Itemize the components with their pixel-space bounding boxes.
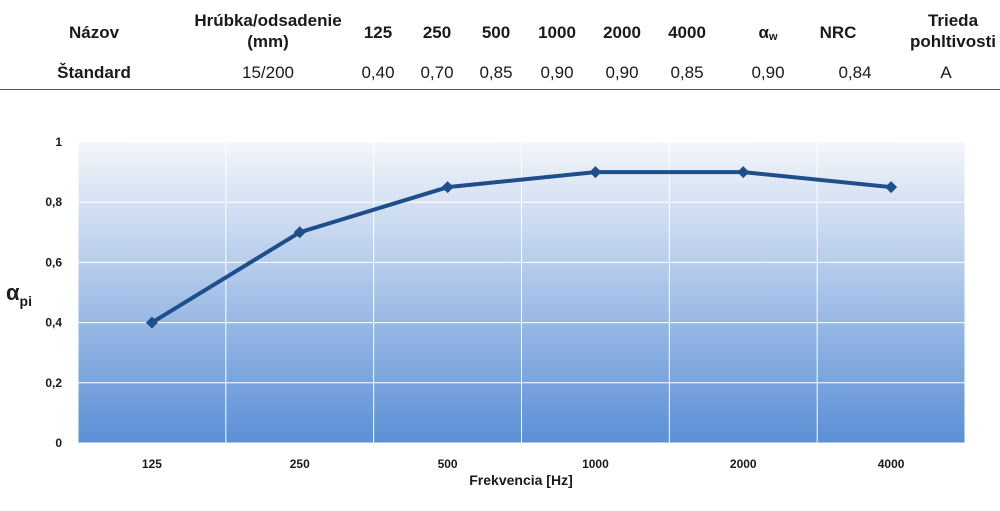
header-class: Trieda pohltivosti xyxy=(910,10,996,52)
x-tick-label: 4000 xyxy=(878,457,905,471)
header-alpha-symbol: α xyxy=(758,23,769,42)
y-tick-label: 0 xyxy=(55,436,62,450)
header-125: 125 xyxy=(363,23,393,42)
data-point xyxy=(737,166,750,179)
header-thickness-line1: Hrúbka/odsadenie xyxy=(194,11,342,30)
y-axis-label-sub: pi xyxy=(20,293,32,309)
header-class-line1: Trieda xyxy=(927,11,979,30)
y-axis-label-symbol: α xyxy=(6,280,20,305)
absorption-table: Názov Hrúbka/odsadenie (mm) 125 250 500 … xyxy=(0,0,1000,100)
table-divider xyxy=(0,89,1000,90)
data-point xyxy=(293,226,306,239)
y-tick-label: 0,8 xyxy=(45,195,62,209)
x-tick-label: 1000 xyxy=(582,457,609,471)
row-nrc: 0,84 xyxy=(838,63,872,82)
header-class-line2: pohltivosti xyxy=(910,32,996,51)
x-tick-label: 2000 xyxy=(730,457,757,471)
data-point xyxy=(885,181,898,194)
data-points xyxy=(145,166,898,329)
row-500: 0,85 xyxy=(479,63,513,82)
y-axis-label: αpi xyxy=(6,280,32,309)
row-1000: 0,90 xyxy=(540,63,574,82)
header-alpha-w: αw xyxy=(758,22,777,48)
header-alpha-sub: w xyxy=(768,31,778,43)
series-line xyxy=(150,170,892,325)
row-thickness: 15/200 xyxy=(242,63,294,82)
grid xyxy=(77,141,966,444)
header-4000: 4000 xyxy=(668,23,706,42)
header-thickness-line2: (mm) xyxy=(247,32,289,51)
y-tick-label: 0,6 xyxy=(45,255,62,269)
x-tick-label: 500 xyxy=(438,457,458,471)
data-point xyxy=(441,181,454,194)
header-thickness: Hrúbka/odsadenie (mm) xyxy=(194,10,341,52)
header-2000: 2000 xyxy=(603,23,641,42)
y-tick-label: 0,4 xyxy=(45,316,62,330)
row-name: Štandard xyxy=(57,63,131,82)
x-axis-label: Frekvencia [Hz] xyxy=(469,472,572,488)
header-name: Názov xyxy=(68,23,120,42)
y-tick-labels: 0 0,2 0,4 0,6 0,8 1 xyxy=(45,135,62,450)
data-point xyxy=(145,316,158,329)
header-250: 250 xyxy=(422,23,452,42)
row-alpha-w: 0,90 xyxy=(751,63,785,82)
row-250: 0,70 xyxy=(420,63,454,82)
header-1000: 1000 xyxy=(538,23,576,42)
y-tick-label: 1 xyxy=(55,135,62,149)
row-class: A xyxy=(940,63,952,82)
row-125: 0,40 xyxy=(361,63,395,82)
header-nrc: NRC xyxy=(819,23,857,42)
x-tick-labels: 125 250 500 1000 2000 4000 xyxy=(142,457,905,471)
x-tick-label: 125 xyxy=(142,457,162,471)
row-2000: 0,90 xyxy=(605,63,639,82)
row-4000: 0,85 xyxy=(670,63,704,82)
y-tick-label: 0,2 xyxy=(45,376,62,390)
x-tick-label: 250 xyxy=(290,457,310,471)
header-500: 500 xyxy=(481,23,511,42)
data-point xyxy=(589,166,602,179)
